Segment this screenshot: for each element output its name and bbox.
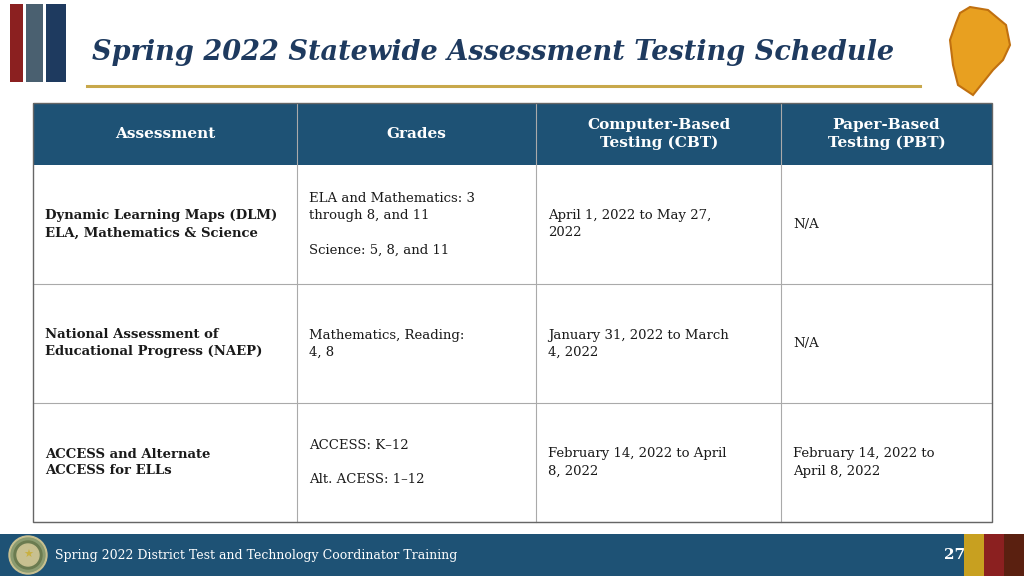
Text: Spring 2022 District Test and Technology Coordinator Training: Spring 2022 District Test and Technology…: [55, 548, 458, 562]
Polygon shape: [950, 7, 1010, 95]
Bar: [984, 534, 1004, 576]
Bar: [33, 165, 992, 284]
Text: National Assessment of
Educational Progress (NAEP): National Assessment of Educational Progr…: [45, 328, 262, 358]
Text: Dynamic Learning Maps (DLM)
ELA, Mathematics & Science: Dynamic Learning Maps (DLM) ELA, Mathema…: [45, 210, 278, 240]
Bar: [0, 534, 1024, 576]
Bar: [1004, 534, 1024, 576]
Text: Assessment: Assessment: [115, 127, 215, 141]
Text: ACCESS and Alternate
ACCESS for ELLs: ACCESS and Alternate ACCESS for ELLs: [45, 448, 210, 478]
Circle shape: [17, 544, 39, 566]
Text: ELA and Mathematics: 3
through 8, and 11

Science: 5, 8, and 11: ELA and Mathematics: 3 through 8, and 11…: [308, 192, 475, 256]
Text: Computer-Based
Testing (CBT): Computer-Based Testing (CBT): [587, 118, 730, 150]
Text: 27: 27: [944, 548, 966, 562]
Bar: [33, 284, 992, 403]
Bar: [33, 103, 992, 165]
Text: ★: ★: [23, 550, 33, 560]
Circle shape: [11, 538, 45, 572]
Text: Spring 2022 Statewide Assessment Testing Schedule: Spring 2022 Statewide Assessment Testing…: [92, 39, 894, 66]
Bar: [33, 103, 992, 522]
Text: Paper-Based
Testing (PBT): Paper-Based Testing (PBT): [827, 118, 945, 150]
Text: April 1, 2022 to May 27,
2022: April 1, 2022 to May 27, 2022: [549, 210, 712, 240]
Text: Grades: Grades: [387, 127, 446, 141]
Bar: [33, 403, 992, 522]
Bar: [10, 4, 23, 82]
Text: February 14, 2022 to April
8, 2022: February 14, 2022 to April 8, 2022: [549, 448, 727, 478]
Bar: [26, 4, 43, 82]
Bar: [46, 4, 66, 82]
Circle shape: [14, 541, 42, 569]
Bar: [964, 534, 984, 576]
Text: ACCESS: K–12

Alt. ACESS: 1–12: ACCESS: K–12 Alt. ACESS: 1–12: [308, 439, 424, 486]
Circle shape: [9, 536, 47, 574]
Text: January 31, 2022 to March
4, 2022: January 31, 2022 to March 4, 2022: [549, 328, 729, 358]
Text: February 14, 2022 to
April 8, 2022: February 14, 2022 to April 8, 2022: [793, 448, 935, 478]
Text: N/A: N/A: [793, 218, 819, 231]
Text: N/A: N/A: [793, 337, 819, 350]
Text: Mathematics, Reading:
4, 8: Mathematics, Reading: 4, 8: [308, 328, 464, 358]
